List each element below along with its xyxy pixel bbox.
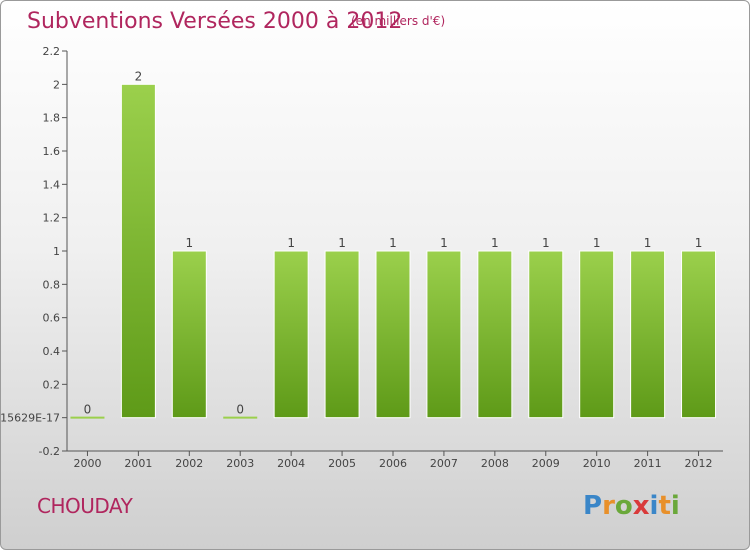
data-label: 1 <box>389 236 397 250</box>
bar <box>681 250 717 419</box>
y-tick-label: 1.4 <box>43 178 61 191</box>
x-tick-label: 2001 <box>124 457 152 470</box>
bar <box>120 83 156 419</box>
x-tick-label: 2002 <box>175 457 203 470</box>
x-tick-label: 2012 <box>685 457 713 470</box>
y-tick-label: 2.2 <box>43 45 61 58</box>
x-tick-label: 2008 <box>481 457 509 470</box>
bar <box>477 250 513 419</box>
bar <box>324 250 360 419</box>
x-tick-label: 2004 <box>277 457 305 470</box>
data-label: 1 <box>287 236 295 250</box>
data-label: 1 <box>185 236 193 250</box>
y-tick-label: 2 <box>53 78 60 91</box>
y-tick-label: 0.8 <box>43 278 61 291</box>
x-tick-label: 2009 <box>532 457 560 470</box>
data-label: 1 <box>695 236 703 250</box>
data-label: 0 <box>236 403 244 417</box>
x-tick-label: 2010 <box>583 457 611 470</box>
data-label: 0 <box>84 403 92 417</box>
commune-name: CHOUDAY <box>37 494 133 518</box>
x-tick-label: 2000 <box>73 457 101 470</box>
bar <box>528 250 564 419</box>
y-tick-label: 1.2 <box>43 212 61 225</box>
y-tick-label: 1 <box>53 245 60 258</box>
data-label: 2 <box>135 69 143 83</box>
bar <box>273 250 309 419</box>
x-tick-label: 2003 <box>226 457 254 470</box>
y-tick-label: 1.8 <box>43 112 61 125</box>
bar <box>579 250 615 419</box>
y-tick-label: 0.4 <box>43 345 61 358</box>
data-label: 1 <box>491 236 499 250</box>
data-label: 1 <box>440 236 448 250</box>
data-label: 1 <box>644 236 652 250</box>
x-tick-label: 2006 <box>379 457 407 470</box>
bar <box>630 250 666 419</box>
chart-subtitle: (en milliers d'€) <box>351 14 446 28</box>
bar <box>426 250 462 419</box>
y-tick-label: 0.2 <box>43 378 61 391</box>
y-tick-label: -15629E-17 <box>1 412 60 425</box>
y-tick-label: 1.6 <box>43 145 61 158</box>
data-label: 1 <box>542 236 550 250</box>
x-tick-label: 2007 <box>430 457 458 470</box>
x-tick-label: 2011 <box>634 457 662 470</box>
x-tick-label: 2005 <box>328 457 356 470</box>
y-tick-label: -0.2 <box>39 445 60 458</box>
chart-title: Subventions Versées 2000 à 2012 <box>27 9 403 34</box>
data-label: 1 <box>338 236 346 250</box>
data-label: 1 <box>593 236 601 250</box>
y-tick-label: 0.6 <box>43 312 61 325</box>
proxiti-logo[interactable]: Proxiti <box>583 491 680 521</box>
bar <box>171 250 207 419</box>
bar <box>375 250 411 419</box>
